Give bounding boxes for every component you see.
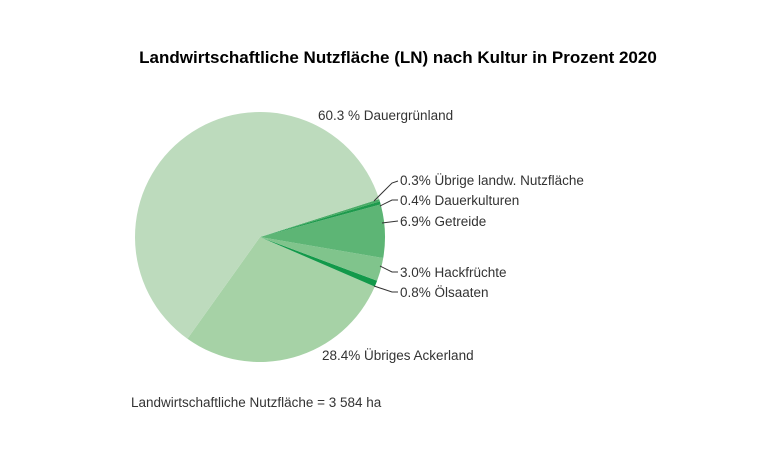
- label-uebriges-ackerland: 28.4% Übriges Ackerland: [322, 348, 474, 363]
- leader-line-uebrige: [373, 180, 399, 202]
- leader-line-dauerkulturen: [379, 199, 398, 207]
- pie-slice-hackfrüchte: [260, 237, 384, 281]
- pie-slice-übriges-ackerland: [187, 237, 375, 362]
- label-dauergruenland: 60.3 % Dauergrünland: [318, 108, 453, 123]
- label-uebrige: 0.3% Übrige landw. Nutzfläche: [400, 173, 584, 188]
- label-getreide: 6.9% Getreide: [400, 214, 486, 229]
- pie-slice-ölsaaten: [260, 237, 378, 287]
- pie-slice-getreide: [260, 204, 385, 259]
- leader-line-oelsaaten: [373, 285, 398, 293]
- pie-slice-dauergrünland: [135, 112, 380, 339]
- pie-slice-dauerkulturen: [260, 201, 381, 237]
- leader-line-getreide: [381, 220, 399, 224]
- leader-line-hackfruechte: [379, 265, 398, 273]
- footnote: Landwirtschaftliche Nutzfläche = 3 584 h…: [131, 395, 382, 410]
- pie-slice-übrige-landw-nutzfläche: [260, 199, 380, 237]
- label-oelsaaten: 0.8% Ölsaaten: [400, 285, 489, 300]
- label-dauerkulturen: 0.4% Dauerkulturen: [400, 193, 519, 208]
- label-hackfruechte: 3.0% Hackfrüchte: [400, 265, 507, 280]
- chart-title: Landwirtschaftliche Nutzfläche (LN) nach…: [139, 48, 657, 67]
